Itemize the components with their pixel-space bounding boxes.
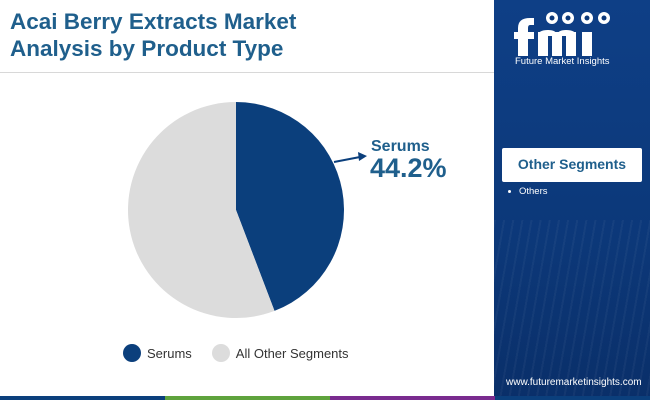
page-title: Acai Berry Extracts Market Analysis by P…	[10, 8, 480, 62]
title-line-1: Acai Berry Extracts Market	[10, 9, 297, 34]
chart-panel: Acai Berry Extracts Market Analysis by P…	[0, 8, 494, 362]
legend-label-other: All Other Segments	[235, 345, 349, 361]
segment-item-label: Others	[519, 186, 548, 197]
legend-item-other: All Other Segments	[211, 344, 349, 362]
callout-label: Serums	[371, 138, 430, 155]
legend-swatch-other	[211, 344, 230, 362]
accent-segment	[330, 396, 495, 400]
logo-caption: Future Market Insights	[515, 56, 610, 67]
sidebar: Future Market Insights Other Segments Ot…	[494, 0, 650, 400]
bullet-icon	[508, 189, 511, 193]
chart-legend: Serums All Other Segments	[123, 344, 369, 362]
callout-arrow	[333, 152, 367, 163]
callout-value: 44.2%	[370, 153, 447, 183]
bottom-accent-bar	[0, 396, 650, 400]
accent-segment	[0, 396, 165, 400]
legend-item-serums: Serums	[123, 344, 192, 362]
legend-swatch-serums	[123, 344, 141, 362]
website-link[interactable]: www.futuremarketinsights.com	[506, 377, 642, 388]
accent-segment	[165, 396, 330, 400]
segment-item: Others	[508, 186, 548, 197]
accent-segment	[495, 396, 650, 400]
title-line-2: Analysis by Product Type	[10, 36, 284, 61]
other-segments-header: Other Segments	[502, 148, 642, 182]
pie-slice-serums	[236, 102, 345, 311]
title-divider	[0, 72, 494, 73]
fmi-logo	[514, 12, 610, 56]
pie-chart	[128, 102, 367, 318]
other-segments-title: Other Segments	[517, 156, 627, 172]
legend-label-serums: Serums	[147, 345, 192, 361]
other-segments-list: Others	[508, 186, 548, 197]
pie-slice-all-other-segments	[128, 102, 275, 318]
